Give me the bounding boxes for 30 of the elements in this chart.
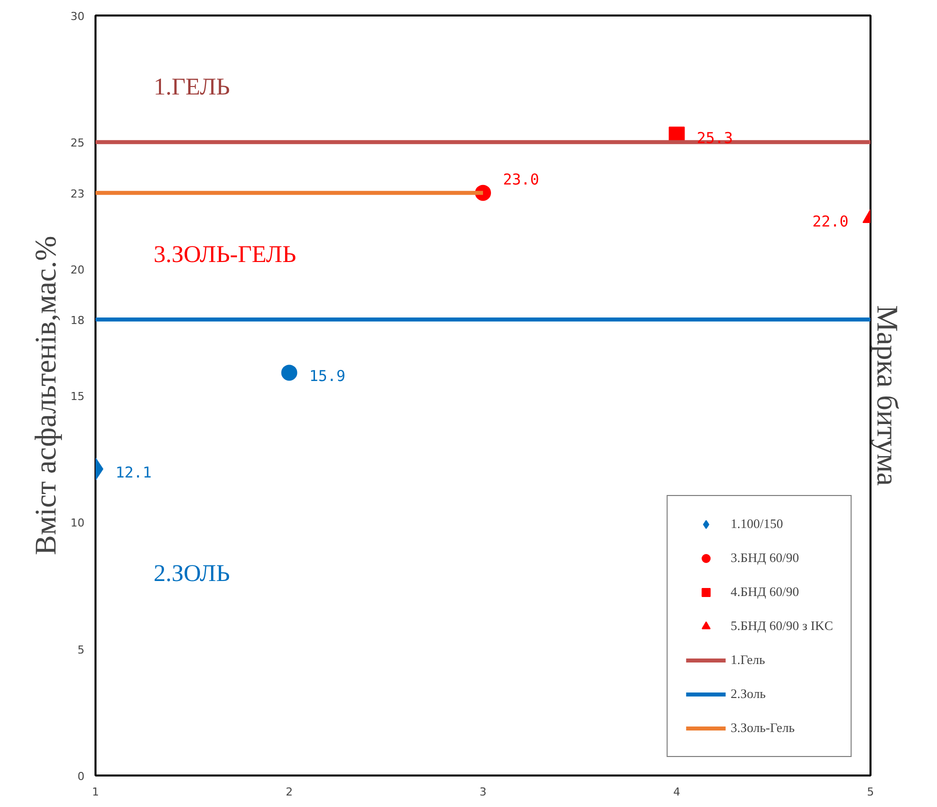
y-tick-label: 30 xyxy=(70,10,85,23)
x-tick-label: 3 xyxy=(480,786,486,798)
y-tick-label: 23 xyxy=(70,187,85,200)
y-tick-label: 10 xyxy=(70,516,85,530)
legend-label: 2.Золь xyxy=(730,686,766,702)
y-axis-title: Вміст асфальтенів,мас.% xyxy=(30,236,63,556)
annotation: 3.ЗОЛЬ-ГЕЛЬ xyxy=(154,242,296,268)
data-label: 15.9 xyxy=(309,367,346,386)
data-label: 12.1 xyxy=(116,463,152,482)
legend-label: 1.Гель xyxy=(730,652,766,668)
y-tick-label: 25 xyxy=(70,136,85,150)
y-tick-label: 15 xyxy=(70,390,85,403)
legend-label: 3.Золь-Гель xyxy=(730,720,795,736)
x-tick-label: 1 xyxy=(92,786,99,798)
legend-label: 3.БНД 60/90 xyxy=(730,550,799,566)
x-tick-label: 2 xyxy=(286,786,293,798)
annotation: 2.ЗОЛЬ xyxy=(154,561,230,588)
y2-axis-title: Марка битума xyxy=(870,305,904,486)
y-tick-label: 18 xyxy=(70,314,85,327)
legend-label: 1.100/150 xyxy=(730,516,784,532)
annotation: 1.ГЕЛЬ xyxy=(154,74,230,101)
y-tick-label: 20 xyxy=(70,263,85,276)
x-tick-label: 5 xyxy=(867,786,874,798)
x-tick-label: 4 xyxy=(673,786,680,798)
legend-label: 5.БНД 60/90 з IKC xyxy=(730,618,833,634)
data-label: 23.0 xyxy=(503,170,540,188)
legend-label: 4.БНД 60/90 xyxy=(730,584,799,600)
data-label: 22.0 xyxy=(812,212,848,231)
y-tick-label: 5 xyxy=(78,643,84,656)
y-tick-label: 0 xyxy=(78,770,84,783)
